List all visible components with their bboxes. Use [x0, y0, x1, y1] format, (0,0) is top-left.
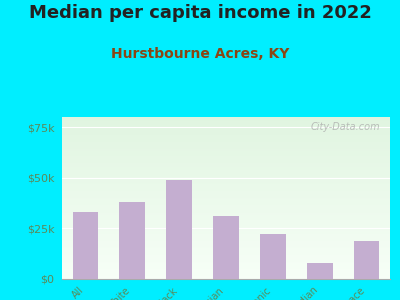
Text: Hurstbourne Acres, KY: Hurstbourne Acres, KY [111, 46, 289, 61]
Bar [354, 241, 380, 279]
Bar [120, 202, 145, 279]
Bar [213, 216, 239, 279]
Bar [166, 180, 192, 279]
Bar [260, 235, 286, 279]
Bar [72, 212, 98, 279]
Text: Median per capita income in 2022: Median per capita income in 2022 [28, 4, 372, 22]
Bar [307, 263, 332, 279]
Text: City-Data.com: City-Data.com [310, 122, 380, 132]
